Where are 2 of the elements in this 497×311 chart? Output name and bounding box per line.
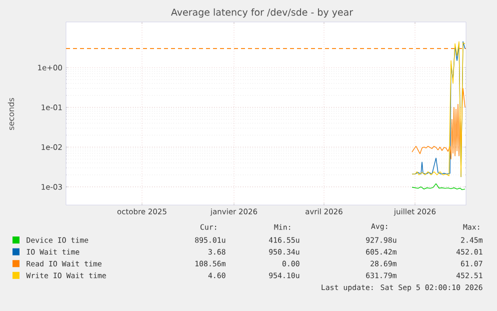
y-axis-title: seconds <box>8 98 14 130</box>
chart-title: Average latency for /dev/sde - by year <box>171 8 354 18</box>
